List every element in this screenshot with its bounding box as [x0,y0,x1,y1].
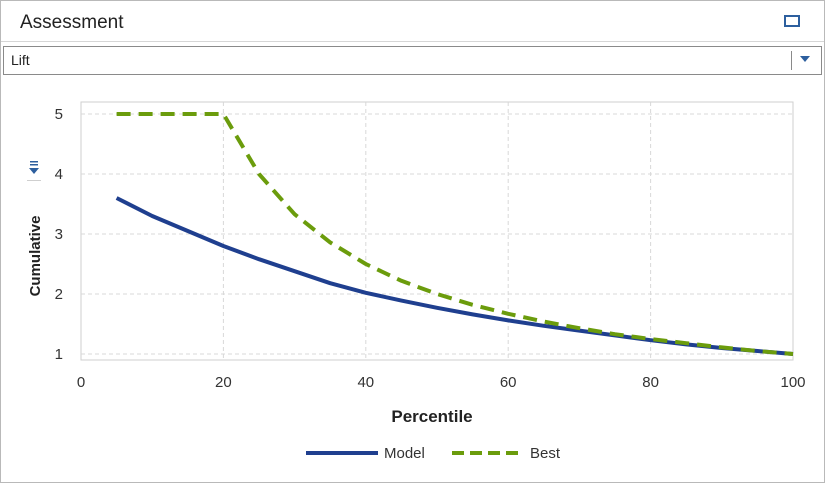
x-tick-label: 100 [780,374,805,391]
series-line-best [116,112,794,356]
lift-chart: 0 20 40 60 80 100 1 2 3 4 5 Percentile Cumulative Mod… [27,101,806,462]
x-tick-label: 40 [357,374,374,391]
x-tick-label: 20 [215,374,232,391]
chart-type-dropdown[interactable]: Lift [3,46,822,75]
maximize-icon[interactable] [783,13,800,28]
panel-title: Assessment [20,12,124,33]
dropdown-separator [791,51,792,70]
y-tick-label: 3 [55,226,63,243]
legend-label-best: Best [530,445,561,462]
axis-menu-icon[interactable] [27,160,41,182]
legend-label-model: Model [384,445,425,462]
x-tick-label: 80 [642,374,659,391]
x-axis-label: Percentile [391,407,472,426]
x-tick-label: 0 [77,374,85,391]
chevron-down-icon[interactable] [799,53,811,65]
y-tick-label: 5 [55,106,63,123]
panel-header: Assessment [1,1,824,42]
y-tick-label: 4 [55,166,63,183]
dropdown-value: Lift [11,52,30,68]
x-tick-label: 60 [500,374,517,391]
y-axis-label: Cumulative [27,216,44,297]
y-tick-label: 1 [55,346,63,363]
y-tick-label: 2 [55,286,63,303]
plot-frame [80,101,794,361]
